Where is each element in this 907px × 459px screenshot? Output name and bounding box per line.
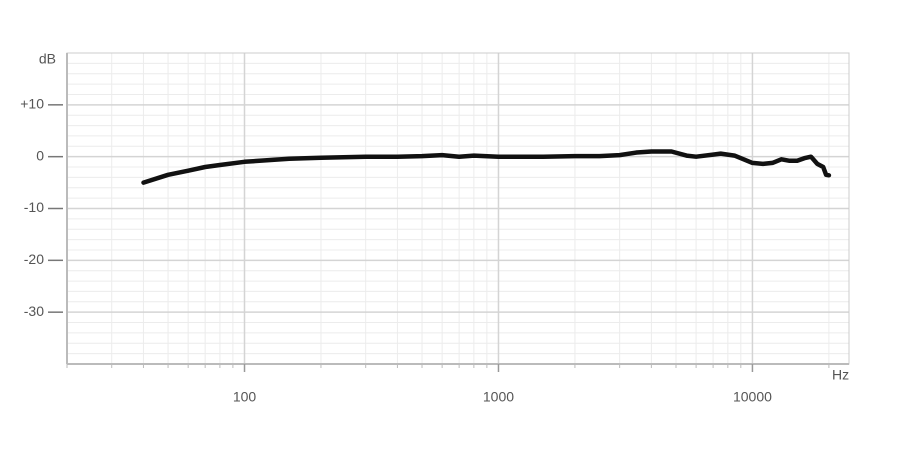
y-tick-label: -20 (24, 251, 44, 267)
y-tick-label: -30 (24, 303, 44, 319)
x-tick-label: 1000 (483, 389, 514, 405)
response-line (141, 149, 832, 185)
x-tick-label: 10000 (733, 389, 772, 405)
x-tick-label: 100 (233, 389, 257, 405)
y-tick-label: -10 (24, 199, 44, 215)
y-tick-label: +10 (20, 96, 44, 112)
x-unit-label: Hz (832, 367, 849, 383)
y-tick-label: 0 (36, 147, 44, 163)
y-unit-label: dB (39, 51, 56, 67)
